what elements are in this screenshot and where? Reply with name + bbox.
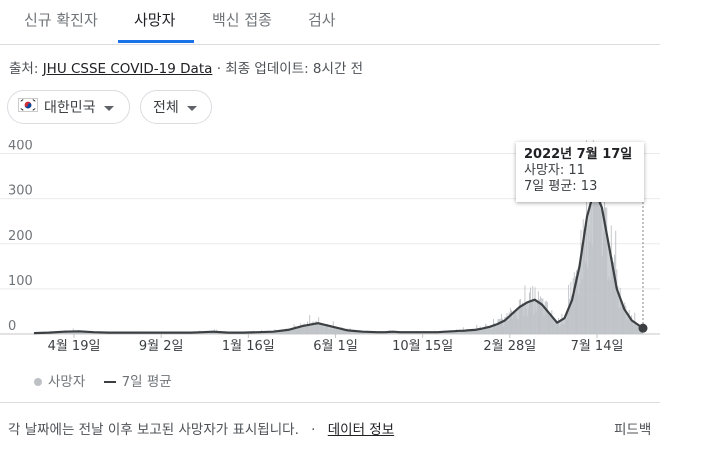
- data-info-link[interactable]: 데이터 정보: [327, 422, 395, 438]
- tab-deaths[interactable]: 사망자: [134, 11, 176, 29]
- range-dropdown[interactable]: 전체: [140, 90, 212, 124]
- cursor-point: [638, 323, 648, 333]
- korea-flag-icon: [18, 91, 38, 125]
- deaths-area-fill: [34, 189, 643, 334]
- y-tick-label: 100: [8, 274, 33, 289]
- deaths-area: [34, 189, 643, 334]
- tab-bar: 신규 확진자 사망자 백신 접종 검사: [0, 0, 660, 45]
- chart-legend: 사망자 7일 평균: [34, 370, 172, 390]
- x-tick-label: 7월 14일: [571, 339, 624, 354]
- tooltip-deaths: 사망자: 11: [524, 163, 585, 178]
- footer-note: 각 날짜에는 전날 이후 보고된 사망자가 표시됩니다. · 데이터 정보: [8, 418, 394, 438]
- x-axis-labels: 4월 19일 9월 2일 1월 16일 6월 1일 10월 15일 2월 28일 7월 14…: [48, 334, 624, 354]
- caret-down-icon: [103, 105, 114, 111]
- tab-new-cases[interactable]: 신규 확진자: [24, 11, 98, 29]
- range-label: 전체: [153, 100, 179, 116]
- active-tab-indicator: [118, 40, 194, 43]
- tab-tests[interactable]: 검사: [308, 11, 336, 29]
- tab-vaccinations[interactable]: 백신 접종: [212, 11, 272, 29]
- legend-deaths-label: 사망자: [48, 374, 86, 390]
- last-updated: 최종 업데이트: 8시간 전: [225, 61, 364, 77]
- source-link[interactable]: JHU CSSE COVID-19 Data: [42, 61, 213, 77]
- source-separator: ·: [216, 61, 221, 77]
- country-label: 대한민국: [44, 100, 96, 116]
- x-tick-label: 10월 15일: [392, 339, 453, 354]
- y-tick-label: 0: [8, 319, 16, 334]
- source-prefix: 출처:: [9, 61, 39, 77]
- footer-separator: ·: [311, 422, 316, 438]
- footer-text: 각 날짜에는 전날 이후 보고된 사망자가 표시됩니다.: [8, 422, 299, 438]
- y-tick-label: 200: [8, 229, 33, 244]
- y-tick-label: 400: [8, 140, 33, 154]
- tooltip-date: 2022년 7월 17일: [524, 147, 633, 162]
- divider: [0, 402, 660, 403]
- source-line: 출처: JHU CSSE COVID-19 Data · 최종 업데이트: 8시…: [9, 57, 363, 77]
- average-legend-line-icon: [103, 381, 116, 383]
- x-tick-label: 9월 2일: [139, 339, 184, 354]
- tooltip-average: 7일 평균: 13: [524, 179, 598, 194]
- x-tick-label: 4월 19일: [48, 339, 101, 354]
- country-dropdown[interactable]: 대한민국: [7, 90, 130, 124]
- seven-day-average-line: [33, 188, 644, 335]
- feedback-link[interactable]: 피드백: [614, 422, 652, 438]
- caret-down-icon: [186, 105, 197, 111]
- y-axis-labels: 0 100 200 300 400: [8, 140, 33, 334]
- hover-cursor: [638, 202, 648, 334]
- deaths-legend-dot-icon: [34, 378, 42, 386]
- chart-tooltip: 2022년 7월 17일 사망자: 11 7일 평균: 13: [516, 142, 644, 202]
- x-tick-label: 1월 16일: [222, 339, 275, 354]
- x-tick-label: 2월 28일: [483, 339, 536, 354]
- legend-average-label: 7일 평균: [121, 374, 172, 390]
- x-tick-label: 6월 1일: [313, 339, 358, 354]
- y-tick-label: 300: [8, 184, 33, 199]
- average-series-line: [33, 188, 644, 335]
